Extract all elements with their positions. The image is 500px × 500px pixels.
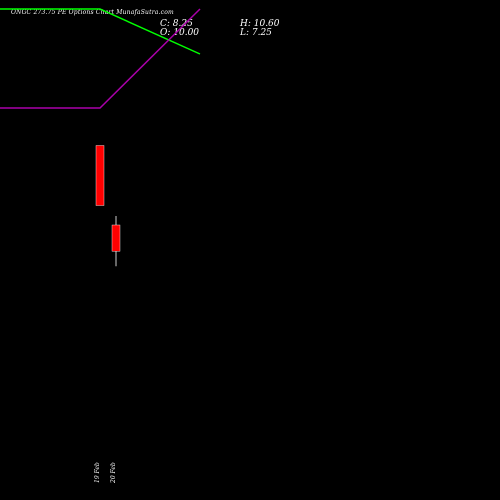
low-value: L: 7.25 [240,28,272,38]
high-value: H: 10.60 [240,19,280,29]
open-value: O: 10.00 [160,28,200,38]
candle-1 [95,145,105,206]
candle-body [95,145,105,206]
date-label: 20 Feb [110,462,117,484]
indicator-line-2 [0,8,201,109]
indicator-line-1 [0,8,201,55]
chart-title: ONGC 273.75 PE Options Chart MunafaSutra… [11,9,174,16]
close-value: C: 8.25 [160,19,193,29]
candles [95,145,121,267]
candle-2 [111,216,121,267]
date-label: 19 Feb [94,462,101,483]
indicator-lines [0,8,201,109]
date-labels: 19 Feb 20 Feb [94,462,117,484]
candle-body [111,224,121,252]
